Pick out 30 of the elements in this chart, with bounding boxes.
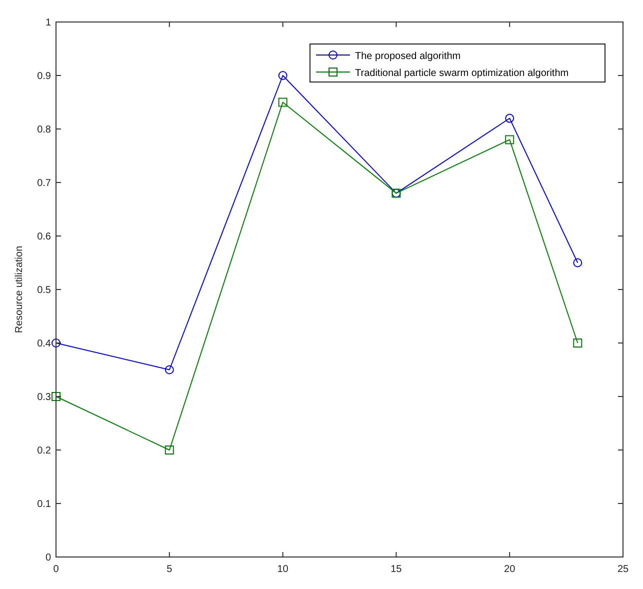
y-tick-label: 0.1 — [37, 499, 52, 510]
point — [505, 135, 514, 144]
point — [164, 446, 174, 454]
x-tick-label: 0 — [53, 564, 60, 575]
point — [505, 114, 514, 123]
point — [52, 392, 60, 401]
y-tick-label: 0.9 — [37, 71, 52, 82]
x-tick-label: 20 — [504, 564, 516, 575]
x-tick-label: 15 — [390, 564, 402, 575]
point — [278, 98, 288, 107]
y-tick-label: 0.5 — [37, 285, 52, 296]
y-tick-label: 0.7 — [37, 178, 52, 189]
y-tick-label: 0.8 — [37, 124, 52, 136]
y-tick-label: 0.2 — [37, 446, 52, 456]
x-tick-label: 10 — [277, 564, 289, 575]
x-tick-label: 5 — [166, 564, 173, 575]
legend-label: The proposed algorithm — [355, 51, 461, 62]
y-tick-label: 0 — [45, 552, 52, 564]
y-tick-label: 0.6 — [37, 232, 52, 242]
point — [164, 365, 174, 374]
y-tick-label: 1 — [45, 18, 52, 28]
y-tick-label: 0.3 — [37, 392, 52, 403]
point — [52, 338, 60, 348]
y-tick-label: 0.4 — [37, 338, 52, 350]
point — [278, 71, 288, 80]
x-tick-label: 25 — [617, 564, 629, 575]
point — [573, 338, 582, 348]
point — [573, 258, 582, 268]
y-axis-title: Resource utilization — [14, 246, 25, 334]
legend-label: Traditional particle swarm optimization algorithm — [355, 68, 569, 79]
